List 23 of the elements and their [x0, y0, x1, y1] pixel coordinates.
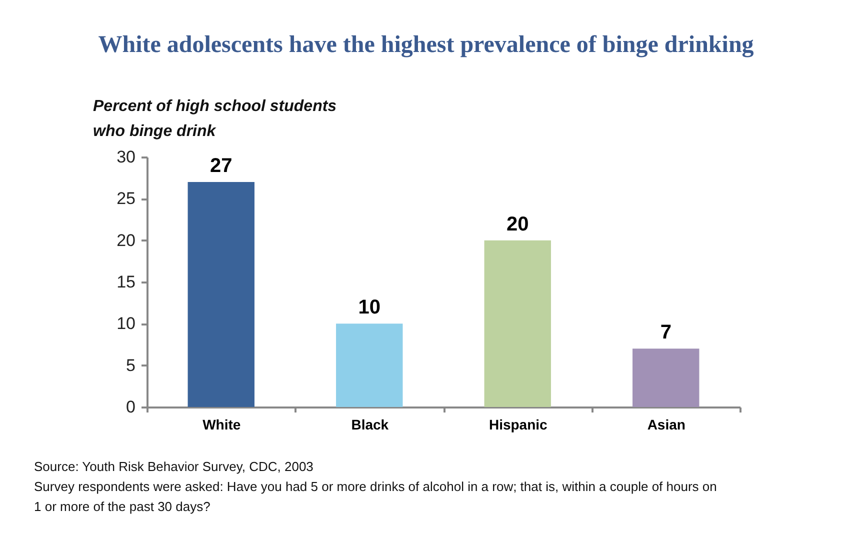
- y-tick-label: 30: [116, 148, 136, 166]
- data-label: 7: [660, 322, 672, 344]
- x-tick-label: Asian: [647, 416, 686, 432]
- chart-title: White adolescents have the highest prevalence of binge drinking: [98, 32, 754, 58]
- y-tick-label: 10: [116, 314, 136, 334]
- x-tick-label: Black: [351, 416, 389, 432]
- y-tick-label: 0: [126, 398, 136, 416]
- bar: [188, 182, 254, 407]
- data-label: 27: [210, 155, 232, 177]
- bar: [336, 324, 403, 407]
- y-tick-label: 25: [116, 189, 136, 208]
- x-tick-label: Hispanic: [488, 416, 548, 432]
- y-tick-label: 5: [126, 356, 136, 375]
- bar: [632, 348, 700, 407]
- y-tick-label: 15: [116, 272, 136, 292]
- data-label: 10: [358, 296, 380, 319]
- y-axis-title: Percent of high school students who binge drink: [93, 98, 337, 140]
- x-tick-label: White: [202, 416, 241, 432]
- text: Survey respondents were asked: Have you had 5 or more drinks of alcohol in a row; that is, within a couple of hours on 1 or more of the past 30 days?: [34, 479, 717, 514]
- data-label: 20: [506, 213, 529, 236]
- y-tick-label: 20: [116, 230, 136, 250]
- source-note: Source: Youth Risk Behavior Survey, CDC, 2003: [34, 459, 314, 474]
- bar: [484, 240, 551, 407]
